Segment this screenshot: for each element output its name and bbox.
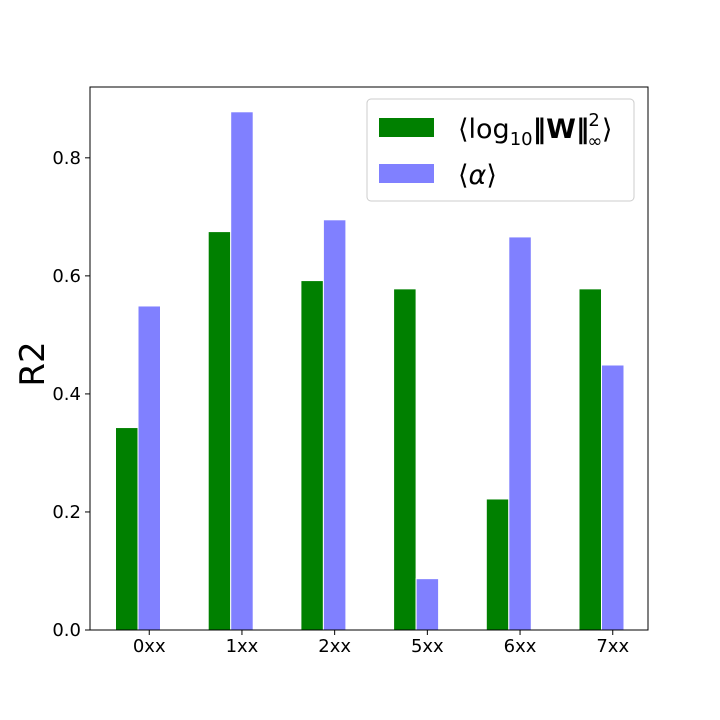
y-tick-label: 0.2 [52, 502, 81, 523]
bar-5xx-series-2 [415, 578, 440, 631]
x-ticks-group: 0xx 1xx 2xx 5xx 6xx 7xx [133, 630, 629, 657]
bar-7xx-series-1 [578, 288, 602, 631]
bar-1xx-series-2 [230, 111, 254, 631]
bar-2xx-series-2 [322, 219, 347, 631]
legend-label-series-1: ⟨log10‖W‖∞2⟩ [458, 110, 612, 152]
y-tick-label: 0.4 [52, 384, 81, 405]
bar-6xx-series-2 [508, 236, 532, 631]
bar-0xx-series-1 [115, 427, 139, 631]
bar-1xx-series-1 [207, 231, 232, 631]
x-tick-label: 5xx [411, 636, 444, 657]
y-ticks-group: 0.0 0.2 0.4 0.6 0.8 [52, 148, 90, 641]
y-tick-label: 0.8 [52, 148, 81, 169]
y-axis-label: R2 [13, 341, 53, 386]
bar-6xx-series-1 [485, 498, 510, 631]
x-tick-label: 6xx [504, 636, 537, 657]
x-tick-label: 7xx [596, 636, 629, 657]
y-tick-label: 0.6 [52, 266, 81, 287]
plot-frame [89, 86, 649, 631]
bar-2xx-series-1 [300, 280, 324, 631]
x-tick-label: 0xx [133, 636, 166, 657]
x-tick-label: 2xx [318, 636, 351, 657]
legend-swatch-series-2 [379, 164, 434, 183]
legend-label-series-2: ⟨α⟩ [458, 160, 497, 191]
legend-swatch-series-1 [379, 118, 434, 137]
x-tick-label: 1xx [226, 636, 259, 657]
bar-7xx-series-2 [601, 364, 625, 631]
legend: ⟨log10‖W‖∞2⟩ ⟨α⟩ [366, 98, 635, 202]
y-tick-label: 0.0 [52, 620, 81, 641]
bars-group [115, 111, 625, 631]
bar-5xx-series-1 [393, 288, 417, 631]
bar-0xx-series-2 [137, 305, 161, 631]
